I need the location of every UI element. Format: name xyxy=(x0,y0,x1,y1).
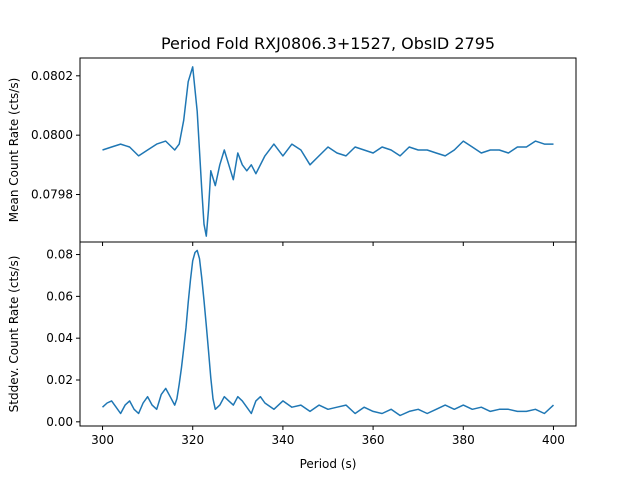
x-tick-label: 380 xyxy=(452,433,475,447)
y-tick-label: 0.02 xyxy=(46,373,73,387)
x-tick-label: 300 xyxy=(91,433,114,447)
y-tick-label: 0.00 xyxy=(46,415,73,429)
stddev-count-rate-line xyxy=(101,249,555,417)
y-tick-label: 0.08 xyxy=(46,248,73,262)
x-tick-label: 340 xyxy=(271,433,294,447)
y-tick-label: 0.0802 xyxy=(31,69,73,83)
y-tick-label: 0.0798 xyxy=(31,188,73,202)
x-tick-label: 320 xyxy=(181,433,204,447)
mean-count-rate-panel: 0.0798 0.0800 0.0802 Mean Count Rate (cts/… xyxy=(7,57,577,246)
stddev-count-rate-panel: 0.00 0.02 0.04 0.06 0.08 Stddev. Count Rate … xyxy=(7,241,577,430)
stddev-panel-ylabel: Stddev. Count Rate (cts/s) xyxy=(7,256,21,413)
mean-count-rate-line xyxy=(102,66,554,237)
mean-panel-ticks xyxy=(76,75,554,246)
x-tick-label: 360 xyxy=(362,433,385,447)
x-axis: 300 320 340 360 380 400 xyxy=(91,433,565,447)
chart-title: Period Fold RXJ0806.3+1527, ObsID 2795 xyxy=(161,34,495,53)
mean-panel-tick-labels: 0.0798 0.0800 0.0802 xyxy=(31,69,73,202)
y-tick-label: 0.04 xyxy=(46,331,73,345)
stddev-panel-ticks xyxy=(76,254,554,430)
mean-panel-ylabel: Mean Count Rate (cts/s) xyxy=(7,78,21,223)
x-tick-label: 400 xyxy=(542,433,565,447)
y-tick-label: 0.06 xyxy=(46,289,73,303)
y-tick-label: 0.0800 xyxy=(31,128,73,142)
stddev-panel-tick-labels: 0.00 0.02 0.04 0.06 0.08 xyxy=(46,248,73,429)
stddev-panel-frame xyxy=(79,241,577,427)
x-axis-label: Period (s) xyxy=(300,457,357,471)
